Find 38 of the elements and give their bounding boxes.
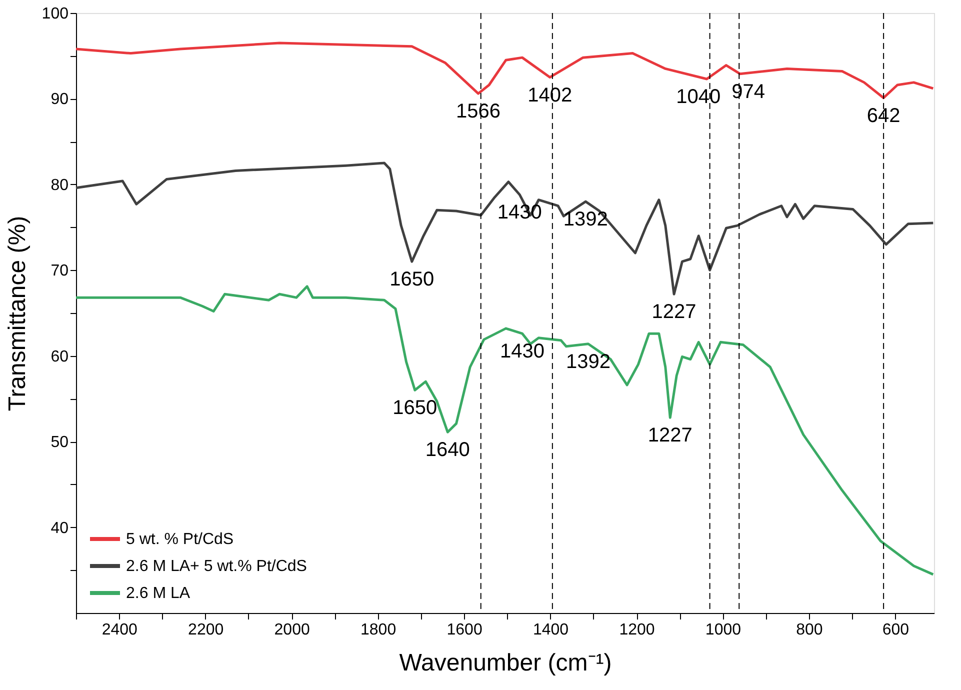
annotation: 1640	[425, 439, 470, 462]
y-tick-label: 80	[50, 176, 69, 194]
legend-label: 2.6 M LA	[126, 585, 190, 602]
y-tick-label: 60	[50, 348, 69, 366]
x-tick-label: 2000	[274, 622, 310, 638]
annotation: 1566	[456, 100, 501, 123]
annotation: 1392	[563, 208, 608, 231]
annotation: 1392	[566, 350, 610, 373]
y-tick-label: 40	[50, 520, 69, 537]
x-tick-label: 2200	[188, 622, 224, 638]
y-tick-label: 50	[50, 434, 69, 452]
y-tick-label: 70	[50, 262, 69, 280]
annotation: 642	[866, 104, 900, 127]
annotation: 1227	[648, 424, 692, 447]
annotation: 1402	[528, 84, 572, 106]
annotation: 1650	[390, 268, 434, 291]
annotation: 1430	[497, 202, 542, 224]
x-tick-label: 1600	[446, 622, 482, 638]
legend-label: 2.6 M LA+ 5 wt.% Pt/CdS	[126, 558, 307, 575]
annotation: 1430	[500, 340, 544, 363]
annotation: 1040	[676, 86, 721, 108]
annotation: 1650	[392, 397, 438, 420]
y-tick-label: 100	[42, 6, 69, 22]
y-axis-title: Transmittance (%)	[4, 216, 31, 412]
x-tick-label: 600	[882, 622, 910, 638]
x-tick-label: 2400	[102, 622, 138, 638]
annotation: 1227	[652, 301, 696, 324]
x-tick-label: 1000	[705, 622, 742, 638]
legend-label: 5 wt. % Pt/CdS	[126, 531, 234, 548]
x-tick-label: 1200	[619, 622, 655, 638]
x-tick-label: 1800	[360, 622, 396, 638]
line-series	[74, 285, 934, 576]
x-axis-title: Wavenumber (cm⁻¹)	[399, 650, 612, 676]
annotation: 974	[732, 80, 766, 103]
line-series	[74, 162, 934, 296]
x-tick-label: 1400	[532, 622, 569, 638]
y-tick-label: 90	[50, 91, 69, 108]
x-tick-label: 800	[796, 622, 823, 638]
